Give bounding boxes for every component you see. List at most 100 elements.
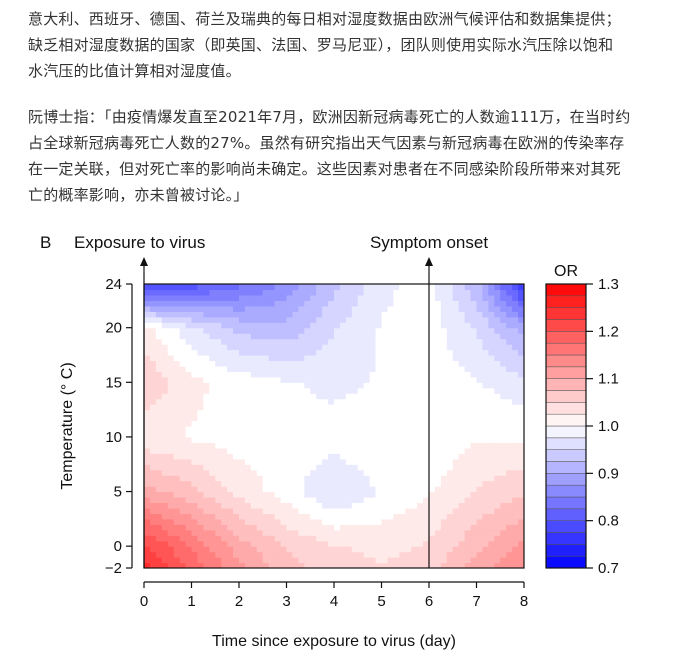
heatmap-cell <box>286 333 294 340</box>
heatmap-cell <box>250 486 258 493</box>
heatmap-cell <box>191 469 199 476</box>
heatmap-cell <box>215 398 222 405</box>
heatmap-cell <box>423 518 430 525</box>
heatmap-cell <box>506 300 513 307</box>
heatmap-cell <box>268 447 276 454</box>
heatmap-cell <box>149 305 157 312</box>
heatmap-cell <box>476 322 484 329</box>
heatmap-cell <box>215 415 222 422</box>
heatmap-cell <box>304 311 311 318</box>
heatmap-cell <box>399 393 406 400</box>
heatmap-cell <box>227 349 234 356</box>
heatmap-cell <box>399 540 406 547</box>
heatmap-cell <box>488 289 495 296</box>
heatmap-cell <box>482 322 489 329</box>
heatmap-cell <box>239 355 246 362</box>
heatmap-cell <box>417 557 424 564</box>
heatmap-cell <box>322 365 329 372</box>
heatmap-cell <box>452 284 460 291</box>
heatmap-cell <box>470 294 478 301</box>
heatmap-cell <box>173 382 181 389</box>
heatmap-cell <box>244 497 252 504</box>
heatmap-cell <box>185 557 193 564</box>
heatmap-cell <box>209 371 216 378</box>
heatmap-cell <box>268 436 276 443</box>
heatmap-cell <box>334 349 341 356</box>
heatmap-cell <box>446 393 454 400</box>
heatmap-cell <box>280 540 288 547</box>
heatmap-cell <box>494 497 501 504</box>
heatmap-cell <box>161 284 169 291</box>
heatmap-cell <box>244 426 252 433</box>
heatmap-cell <box>221 480 228 487</box>
heatmap-cell <box>209 415 216 422</box>
heatmap-cell <box>363 393 371 400</box>
heatmap-cell <box>393 513 400 520</box>
heatmap-cell <box>429 327 436 334</box>
heatmap-cell <box>304 447 311 454</box>
heatmap-cell <box>250 540 258 547</box>
heatmap-cell <box>411 458 418 465</box>
heatmap-cell <box>173 338 181 345</box>
heatmap-cell <box>518 409 524 416</box>
heatmap-cell <box>387 316 394 323</box>
heatmap-cell <box>286 453 294 460</box>
heatmap-cell <box>149 398 157 405</box>
heatmap-cell <box>144 300 151 307</box>
heatmap-cell <box>244 409 252 416</box>
heatmap-cell <box>328 426 335 433</box>
heatmap-cell <box>506 453 513 460</box>
heatmap-cell <box>357 333 365 340</box>
heatmap-cell <box>292 442 299 449</box>
heatmap-cell <box>423 458 430 465</box>
heatmap-cell <box>339 398 347 405</box>
heatmap-cell <box>149 371 157 378</box>
heatmap-cell <box>262 393 270 400</box>
heatmap-cell <box>310 502 317 509</box>
heatmap-cell <box>476 535 484 542</box>
heatmap-cell <box>316 469 323 476</box>
heatmap-cell <box>310 409 317 416</box>
heatmap-cell <box>227 387 234 394</box>
heatmap-cell <box>191 557 199 564</box>
heatmap-cell <box>233 382 240 389</box>
heatmap-cell <box>185 284 193 291</box>
heatmap-cell <box>262 442 270 449</box>
heatmap-cell <box>369 535 377 542</box>
heatmap-cell <box>298 338 305 345</box>
heatmap-cell <box>298 464 305 471</box>
heatmap-cell <box>316 382 323 389</box>
heatmap-cell <box>167 469 175 476</box>
heatmap-cell <box>244 333 252 340</box>
heatmap-cell <box>500 551 507 558</box>
heatmap-cell <box>221 420 228 427</box>
heatmap-cell <box>506 360 513 367</box>
heatmap-cell <box>191 486 199 493</box>
heatmap-cell <box>149 540 157 547</box>
heatmap-cell <box>476 546 484 553</box>
heatmap-cell <box>446 475 454 482</box>
heatmap-cell <box>191 497 199 504</box>
heatmap-cell <box>446 447 454 454</box>
heatmap-cell <box>488 371 495 378</box>
heatmap-cell <box>227 327 234 334</box>
heatmap-cell <box>464 415 472 422</box>
heatmap-cell <box>191 333 199 340</box>
heatmap-cell <box>167 420 175 427</box>
heatmap-cell <box>161 300 169 307</box>
heatmap-cell <box>185 507 193 514</box>
heatmap-cell <box>387 300 394 307</box>
heatmap-cell <box>179 365 187 372</box>
heatmap-cell <box>328 491 335 498</box>
heatmap-cell <box>351 333 359 340</box>
heatmap-cell <box>488 458 495 465</box>
heatmap-cell <box>452 557 460 564</box>
heatmap-cell <box>322 436 329 443</box>
heatmap-cell <box>434 518 442 525</box>
heatmap-cell <box>339 426 347 433</box>
heatmap-cell <box>144 415 151 422</box>
heatmap-cell <box>417 284 424 291</box>
heatmap-cell <box>191 393 199 400</box>
heatmap-cell <box>405 426 412 433</box>
heatmap-cell <box>375 557 383 564</box>
